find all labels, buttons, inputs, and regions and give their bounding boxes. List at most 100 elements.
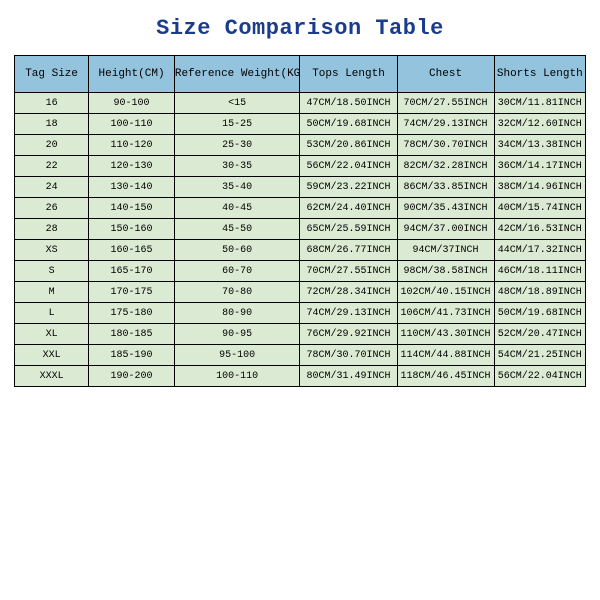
table-cell: 38CM/14.96INCH (494, 177, 585, 198)
table-cell: 25-30 (174, 135, 300, 156)
table-cell: 102CM/40.15INCH (397, 282, 494, 303)
table-cell: 110-120 (89, 135, 175, 156)
table-cell: 90CM/35.43INCH (397, 198, 494, 219)
table-head: Tag Size Height(CM) Reference Weight(KG)… (15, 56, 586, 93)
col-tag-size: Tag Size (15, 56, 89, 93)
table-cell: 28 (15, 219, 89, 240)
table-cell: 100-110 (174, 366, 300, 387)
table-cell: 74CM/29.13INCH (397, 114, 494, 135)
table-cell: 72CM/28.34INCH (300, 282, 397, 303)
table-cell: S (15, 261, 89, 282)
table-cell: 56CM/22.04INCH (494, 366, 585, 387)
table-cell: 90-100 (89, 93, 175, 114)
table-cell: 78CM/30.70INCH (397, 135, 494, 156)
table-row: XL180-18590-9576CM/29.92INCH110CM/43.30I… (15, 324, 586, 345)
table-row: XXL185-19095-10078CM/30.70INCH114CM/44.8… (15, 345, 586, 366)
col-tops-len: Tops Length (300, 56, 397, 93)
table-cell: 44CM/17.32INCH (494, 240, 585, 261)
table-cell: 74CM/29.13INCH (300, 303, 397, 324)
table-cell: 36CM/14.17INCH (494, 156, 585, 177)
table-cell: XXL (15, 345, 89, 366)
table-row: 28150-16045-5065CM/25.59INCH94CM/37.00IN… (15, 219, 586, 240)
table-cell: 185-190 (89, 345, 175, 366)
table-cell: 175-180 (89, 303, 175, 324)
table-cell: 70CM/27.55INCH (300, 261, 397, 282)
table-cell: 130-140 (89, 177, 175, 198)
table-cell: 114CM/44.88INCH (397, 345, 494, 366)
table-cell: 80CM/31.49INCH (300, 366, 397, 387)
table-row: S165-17060-7070CM/27.55INCH98CM/38.58INC… (15, 261, 586, 282)
table-cell: M (15, 282, 89, 303)
table-cell: L (15, 303, 89, 324)
table-cell: 53CM/20.86INCH (300, 135, 397, 156)
table-cell: 45-50 (174, 219, 300, 240)
table-cell: 18 (15, 114, 89, 135)
table-cell: 94CM/37INCH (397, 240, 494, 261)
col-chest: Chest (397, 56, 494, 93)
table-cell: 65CM/25.59INCH (300, 219, 397, 240)
table-cell: 50-60 (174, 240, 300, 261)
table-row: 1690-100<1547CM/18.50INCH70CM/27.55INCH3… (15, 93, 586, 114)
table-cell: 78CM/30.70INCH (300, 345, 397, 366)
header-row: Tag Size Height(CM) Reference Weight(KG)… (15, 56, 586, 93)
table-cell: 70CM/27.55INCH (397, 93, 494, 114)
table-cell: 118CM/46.45INCH (397, 366, 494, 387)
table-cell: 40-45 (174, 198, 300, 219)
table-cell: 68CM/26.77INCH (300, 240, 397, 261)
table-cell: 52CM/20.47INCH (494, 324, 585, 345)
table-cell: 48CM/18.89INCH (494, 282, 585, 303)
table-cell: 15-25 (174, 114, 300, 135)
table-cell: <15 (174, 93, 300, 114)
table-row: L175-18080-9074CM/29.13INCH106CM/41.73IN… (15, 303, 586, 324)
table-cell: 59CM/23.22INCH (300, 177, 397, 198)
table-cell: 24 (15, 177, 89, 198)
page-title: Size Comparison Table (14, 16, 586, 41)
table-cell: 62CM/24.40INCH (300, 198, 397, 219)
table-cell: 32CM/12.60INCH (494, 114, 585, 135)
table-cell: 80-90 (174, 303, 300, 324)
table-row: 18100-11015-2550CM/19.68INCH74CM/29.13IN… (15, 114, 586, 135)
table-cell: 16 (15, 93, 89, 114)
table-cell: 35-40 (174, 177, 300, 198)
table-cell: 180-185 (89, 324, 175, 345)
table-cell: 165-170 (89, 261, 175, 282)
table-cell: 90-95 (174, 324, 300, 345)
table-body: 1690-100<1547CM/18.50INCH70CM/27.55INCH3… (15, 93, 586, 387)
col-height: Height(CM) (89, 56, 175, 93)
table-cell: 50CM/19.68INCH (300, 114, 397, 135)
table-cell: 50CM/19.68INCH (494, 303, 585, 324)
col-ref-weight: Reference Weight(KG) (174, 56, 300, 93)
table-cell: 120-130 (89, 156, 175, 177)
table-cell: 100-110 (89, 114, 175, 135)
table-row: 24130-14035-4059CM/23.22INCH86CM/33.85IN… (15, 177, 586, 198)
table-cell: 106CM/41.73INCH (397, 303, 494, 324)
table-cell: 98CM/38.58INCH (397, 261, 494, 282)
table-row: 22120-13030-3556CM/22.04INCH82CM/32.28IN… (15, 156, 586, 177)
table-cell: 70-80 (174, 282, 300, 303)
table-cell: 82CM/32.28INCH (397, 156, 494, 177)
table-cell: 34CM/13.38INCH (494, 135, 585, 156)
table-row: M170-17570-8072CM/28.34INCH102CM/40.15IN… (15, 282, 586, 303)
table-cell: 94CM/37.00INCH (397, 219, 494, 240)
table-cell: XS (15, 240, 89, 261)
table-cell: XL (15, 324, 89, 345)
table-row: XXXL190-200100-11080CM/31.49INCH118CM/46… (15, 366, 586, 387)
table-cell: 42CM/16.53INCH (494, 219, 585, 240)
table-cell: 190-200 (89, 366, 175, 387)
col-shorts-len: Shorts Length (494, 56, 585, 93)
table-cell: 86CM/33.85INCH (397, 177, 494, 198)
table-row: 26140-15040-4562CM/24.40INCH90CM/35.43IN… (15, 198, 586, 219)
table-cell: 140-150 (89, 198, 175, 219)
table-cell: 20 (15, 135, 89, 156)
table-cell: 47CM/18.50INCH (300, 93, 397, 114)
table-cell: 22 (15, 156, 89, 177)
table-cell: 56CM/22.04INCH (300, 156, 397, 177)
table-cell: XXXL (15, 366, 89, 387)
table-cell: 170-175 (89, 282, 175, 303)
table-cell: 60-70 (174, 261, 300, 282)
table-cell: 30CM/11.81INCH (494, 93, 585, 114)
table-cell: 160-165 (89, 240, 175, 261)
table-cell: 30-35 (174, 156, 300, 177)
size-table: Tag Size Height(CM) Reference Weight(KG)… (14, 55, 586, 387)
table-row: 20110-12025-3053CM/20.86INCH78CM/30.70IN… (15, 135, 586, 156)
